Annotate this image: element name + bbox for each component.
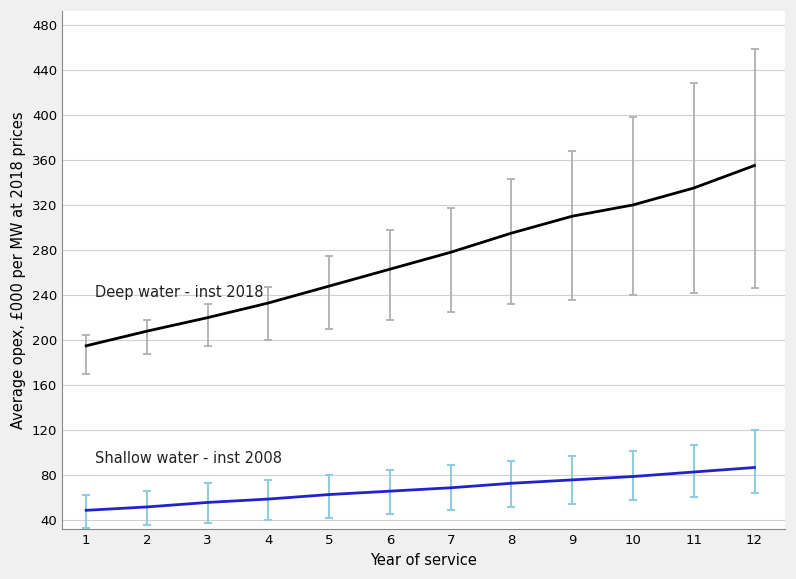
Text: Deep water - inst 2018: Deep water - inst 2018 xyxy=(96,285,263,301)
Y-axis label: Average opex, £000 per MW at 2018 prices: Average opex, £000 per MW at 2018 prices xyxy=(11,112,26,429)
Text: Shallow water - inst 2008: Shallow water - inst 2008 xyxy=(96,451,283,466)
X-axis label: Year of service: Year of service xyxy=(370,553,477,568)
